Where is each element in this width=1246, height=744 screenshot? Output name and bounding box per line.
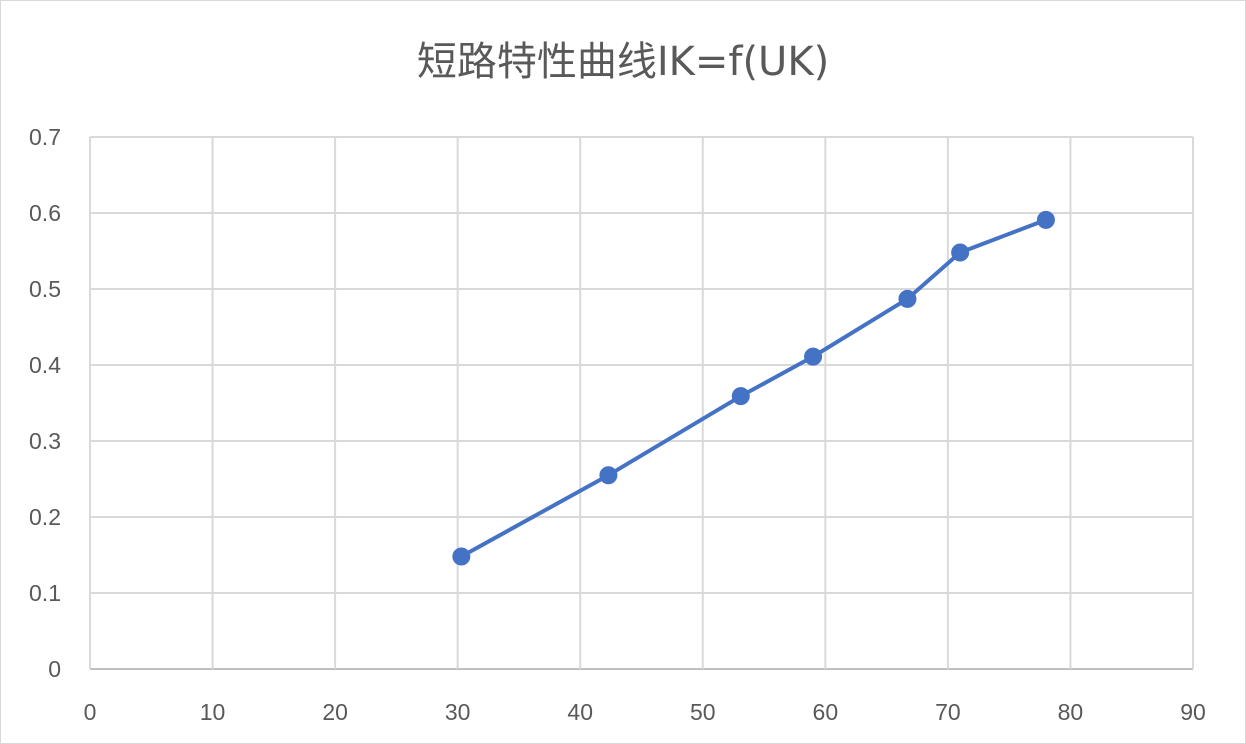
chart-title: 短路特性曲线IK=f(UK) xyxy=(416,39,830,85)
x-tick-label: 50 xyxy=(690,699,716,725)
x-tick-label: 20 xyxy=(322,699,348,725)
x-tick-label: 60 xyxy=(813,699,839,725)
data-series xyxy=(452,210,1055,566)
x-tick-label: 80 xyxy=(1058,699,1084,725)
data-point xyxy=(804,347,823,366)
x-tick-label: 70 xyxy=(935,699,961,725)
y-axis-ticks: 0 0.1 0.2 0.3 0.4 0.5 0.6 0.7 xyxy=(29,124,61,682)
y-tick-label: 0.6 xyxy=(29,200,61,226)
x-tick-label: 0 xyxy=(84,699,97,725)
data-point xyxy=(452,547,471,566)
data-point xyxy=(1036,210,1055,229)
y-tick-label: 0.7 xyxy=(29,124,61,150)
x-tick-label: 40 xyxy=(567,699,593,725)
series-line xyxy=(460,217,1047,559)
x-tick-label: 10 xyxy=(200,699,226,725)
x-tick-label: 30 xyxy=(445,699,471,725)
y-tick-label: 0.5 xyxy=(29,276,61,302)
data-point xyxy=(731,387,750,406)
grid-lines xyxy=(89,136,1194,670)
x-axis-ticks: 0 10 20 30 40 50 60 70 80 90 xyxy=(84,699,1206,725)
x-tick-label: 90 xyxy=(1180,699,1206,725)
data-point xyxy=(951,243,970,262)
data-point xyxy=(898,289,917,308)
y-tick-label: 0.2 xyxy=(29,504,61,530)
y-tick-label: 0.1 xyxy=(29,580,61,606)
y-tick-label: 0.3 xyxy=(29,428,61,454)
data-point xyxy=(599,466,618,485)
y-tick-label: 0.4 xyxy=(29,352,61,378)
y-tick-label: 0 xyxy=(48,656,61,682)
